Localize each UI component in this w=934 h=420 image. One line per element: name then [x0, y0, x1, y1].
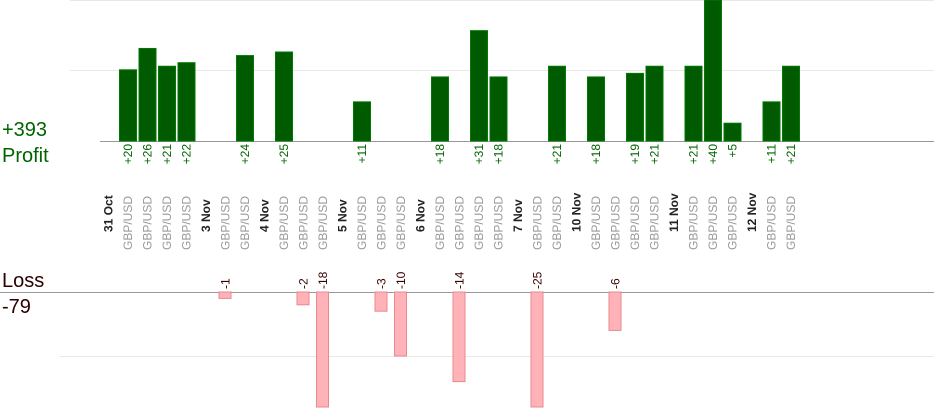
profit-bar [158, 65, 176, 142]
profit-value-label: +18 [589, 144, 603, 165]
profit-value-label: +18 [492, 144, 506, 165]
loss-bar [296, 291, 310, 306]
date-label: 4 Nov [258, 199, 272, 232]
profit-bar [470, 30, 488, 142]
pair-label: GBP/USD [706, 196, 720, 250]
profit-bar [431, 76, 449, 142]
profit-value-label: +5 [726, 144, 740, 158]
pair-label: GBP/USD [433, 196, 447, 250]
profit-bar [645, 65, 664, 142]
pair-label: GBP/USD [531, 196, 545, 250]
pair-label: GBP/USD [121, 196, 135, 250]
profit-value-label: +21 [784, 144, 798, 165]
loss-value-label: -6 [609, 278, 623, 289]
loss-total: -79 [2, 296, 31, 318]
pair-label: GBP/USD [550, 196, 564, 250]
pair-label: GBP/USD [784, 196, 798, 250]
loss-bar [530, 291, 544, 408]
profit-value-label: +21 [687, 144, 701, 165]
profit-bar [489, 76, 508, 142]
profit-value-label: +11 [355, 144, 369, 164]
pair-label: GBP/USD [238, 196, 252, 250]
pair-label: GBP/USD [687, 196, 701, 250]
loss-value-label: -1 [219, 278, 233, 289]
profit-value-label: +19 [628, 144, 642, 165]
date-label: 5 Nov [336, 199, 350, 232]
loss-label: Loss [2, 270, 45, 292]
profit-value-label: +21 [550, 144, 564, 165]
profit-value-label: +21 [160, 144, 174, 165]
pair-label: GBP/USD [180, 196, 194, 250]
date-label: 6 Nov [414, 199, 428, 232]
pair-label: GBP/USD [453, 196, 467, 250]
pair-label: GBP/USD [277, 196, 291, 250]
date-label: 7 Nov [511, 199, 525, 232]
profit-value-label: +22 [180, 144, 194, 165]
profit-bar [684, 65, 703, 142]
profit-label: Profit [2, 145, 49, 167]
pair-label: GBP/USD [472, 196, 486, 250]
loss-value-label: -18 [316, 271, 330, 289]
loss-bar [316, 291, 329, 408]
date-label: 12 Nov [745, 192, 759, 232]
loss-value-label: -3 [375, 278, 389, 289]
date-label: 11 Nov [667, 193, 681, 232]
pair-label: GBP/USD [628, 196, 642, 250]
profit-bar [275, 51, 293, 142]
profit-value-label: +31 [472, 144, 486, 165]
date-label: 10 Nov [570, 192, 584, 232]
profit-bar [236, 55, 254, 142]
loss-value-label: -25 [531, 271, 545, 289]
pair-label: GBP/USD [297, 196, 311, 250]
pair-label: GBP/USD [609, 196, 623, 250]
pair-label: GBP/USD [160, 196, 174, 250]
profit-bar [723, 122, 742, 142]
pair-label: GBP/USD [589, 196, 603, 250]
profit-bar [138, 47, 157, 142]
pair-label: GBP/USD [375, 196, 389, 250]
pair-label: GBP/USD [316, 196, 330, 250]
profit-value-label: +26 [141, 144, 155, 165]
loss-bar [394, 291, 407, 357]
pair-label: GBP/USD [726, 196, 740, 250]
profit-bar [548, 65, 566, 142]
bar-labels: +20 +26 +21 +22 -1 +24 +25 -2 -18 +11 -3 -10 +18 -14 +… [121, 144, 798, 289]
profit-value-label: +24 [238, 144, 252, 165]
date-label: 3 Nov [199, 199, 213, 232]
loss-value-label: -10 [394, 271, 408, 289]
date-label: 31 Oct [102, 195, 116, 232]
pair-label: GBP/USD [648, 196, 662, 250]
loss-bar [218, 291, 232, 299]
pair-label: GBP/USD [355, 196, 369, 250]
loss-bar [452, 291, 466, 383]
profit-bar [626, 72, 644, 142]
axis-labels: 31 Oct GBP/USD GBP/USD GBP/USD GBP/USD 3 Nov G… [102, 192, 799, 250]
profit-value-label: +25 [277, 144, 291, 165]
profit-bar [782, 65, 800, 142]
bar-series [119, 0, 800, 408]
pair-label: GBP/USD [394, 196, 408, 250]
profit-value-label: +21 [648, 144, 662, 165]
profit-bar [762, 101, 781, 142]
loss-bar [374, 291, 388, 312]
profit-value-label: +18 [433, 144, 447, 165]
pair-label: GBP/USD [492, 196, 506, 250]
profit-value-label: +11 [765, 144, 779, 164]
profit-value-label: +20 [121, 144, 135, 165]
loss-bar [608, 291, 622, 331]
pair-label: GBP/USD [765, 196, 779, 250]
profit-bar [119, 69, 137, 142]
profit-total: +393 [2, 119, 48, 141]
pair-label: GBP/USD [141, 196, 155, 250]
profit-bar [587, 76, 605, 142]
profit-bar [704, 0, 722, 142]
loss-value-label: -2 [297, 278, 311, 289]
pair-label: GBP/USD [219, 196, 233, 250]
loss-value-label: -14 [453, 271, 467, 289]
profit-bar [177, 62, 196, 142]
profit-bar [353, 101, 371, 142]
profit-value-label: +40 [706, 144, 720, 165]
